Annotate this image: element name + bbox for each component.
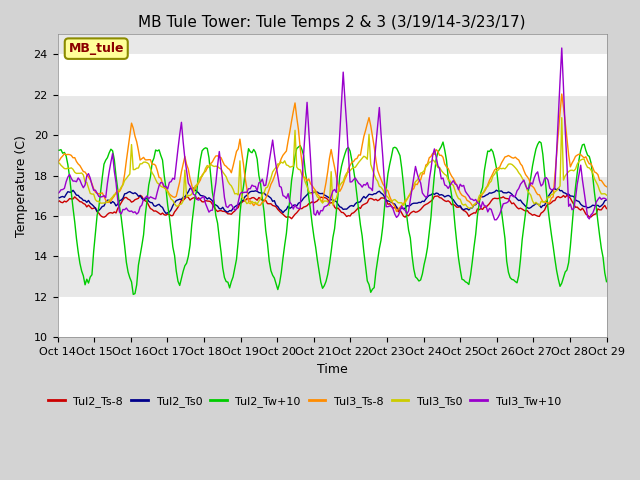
Tul3_Ts-8 xyxy=(338,186,346,192)
Tul3_Tw+10 xyxy=(133,211,141,217)
Tul2_Tw+10 xyxy=(536,139,543,144)
Tul3_Tw+10 xyxy=(338,100,346,106)
Title: MB Tule Tower: Tule Temps 2 & 3 (3/19/14-3/23/17): MB Tule Tower: Tule Temps 2 & 3 (3/19/14… xyxy=(138,15,526,30)
Tul3_Ts0 xyxy=(448,181,456,187)
Tul2_Ts-8 xyxy=(288,216,296,222)
Tul2_Tw+10 xyxy=(506,275,514,280)
Tul2_Ts-8 xyxy=(136,192,144,198)
Legend: Tul2_Ts-8, Tul2_Ts0, Tul2_Tw+10, Tul3_Ts-8, Tul3_Ts0, Tul3_Tw+10: Tul2_Ts-8, Tul2_Ts0, Tul2_Tw+10, Tul3_Ts… xyxy=(44,391,566,411)
Tul3_Ts0 xyxy=(441,171,449,177)
Line: Tul2_Ts-8: Tul2_Ts-8 xyxy=(58,195,607,219)
Tul2_Ts-8 xyxy=(54,199,61,205)
Tul3_Ts0 xyxy=(506,161,514,167)
Tul3_Tw+10 xyxy=(54,191,61,197)
Line: Tul2_Tw+10: Tul2_Tw+10 xyxy=(58,142,607,294)
Tul3_Tw+10 xyxy=(441,182,449,188)
Tul3_Ts0 xyxy=(465,205,473,211)
Tul2_Ts-8 xyxy=(133,196,141,202)
Tul3_Tw+10 xyxy=(448,180,456,186)
Tul2_Ts-8 xyxy=(451,203,459,208)
Tul2_Tw+10 xyxy=(129,291,137,297)
Tul2_Ts-8 xyxy=(603,205,611,211)
Tul3_Tw+10 xyxy=(603,197,611,203)
Line: Tul3_Ts-8: Tul3_Ts-8 xyxy=(58,94,607,212)
Tul2_Tw+10 xyxy=(443,157,451,163)
Tul3_Ts0 xyxy=(133,165,141,171)
Tul2_Ts0 xyxy=(451,200,459,205)
Tul2_Ts-8 xyxy=(508,201,516,206)
Line: Tul3_Ts0: Tul3_Ts0 xyxy=(58,118,607,208)
Tul2_Ts0 xyxy=(539,203,547,208)
Bar xyxy=(58,297,607,337)
Tul3_Ts0 xyxy=(54,160,61,166)
Bar xyxy=(58,135,607,176)
Tul2_Ts0 xyxy=(133,191,141,197)
Tul2_Tw+10 xyxy=(603,279,611,285)
Line: Tul3_Tw+10: Tul3_Tw+10 xyxy=(58,48,607,220)
Tul3_Tw+10 xyxy=(558,45,566,51)
Tul2_Ts0 xyxy=(603,197,611,203)
Tul2_Ts-8 xyxy=(539,209,547,215)
Tul2_Ts0 xyxy=(162,210,170,216)
Tul2_Tw+10 xyxy=(339,157,347,163)
Text: MB_tule: MB_tule xyxy=(68,42,124,55)
Tul3_Ts0 xyxy=(338,180,346,186)
Tul2_Tw+10 xyxy=(134,263,142,268)
Tul2_Ts0 xyxy=(444,192,452,198)
Tul2_Ts0 xyxy=(341,206,349,212)
Tul3_Ts0 xyxy=(558,115,566,120)
Tul3_Ts-8 xyxy=(393,209,401,215)
Tul2_Ts0 xyxy=(508,192,516,197)
Tul3_Ts0 xyxy=(603,192,611,198)
Tul2_Ts-8 xyxy=(444,198,452,204)
Tul3_Ts-8 xyxy=(133,139,141,144)
Tul2_Tw+10 xyxy=(54,147,61,153)
Tul2_Ts-8 xyxy=(341,212,349,217)
Tul3_Ts-8 xyxy=(537,195,545,201)
Tul3_Ts-8 xyxy=(558,91,566,97)
Tul3_Tw+10 xyxy=(491,217,499,223)
Tul2_Ts0 xyxy=(54,194,61,200)
Tul3_Ts-8 xyxy=(603,184,611,190)
Tul3_Tw+10 xyxy=(506,193,514,199)
X-axis label: Time: Time xyxy=(317,362,348,375)
Tul3_Ts-8 xyxy=(443,164,451,170)
Y-axis label: Temperature (C): Temperature (C) xyxy=(15,135,28,237)
Bar xyxy=(58,54,607,95)
Tul3_Ts-8 xyxy=(506,154,514,159)
Bar xyxy=(58,216,607,256)
Tul3_Tw+10 xyxy=(537,183,545,189)
Tul3_Ts-8 xyxy=(449,176,457,181)
Tul2_Tw+10 xyxy=(449,204,457,210)
Line: Tul2_Ts0: Tul2_Ts0 xyxy=(58,188,607,213)
Tul3_Ts0 xyxy=(537,198,545,204)
Tul3_Ts-8 xyxy=(54,160,61,166)
Tul2_Tw+10 xyxy=(539,152,547,157)
Tul2_Ts0 xyxy=(189,185,197,191)
